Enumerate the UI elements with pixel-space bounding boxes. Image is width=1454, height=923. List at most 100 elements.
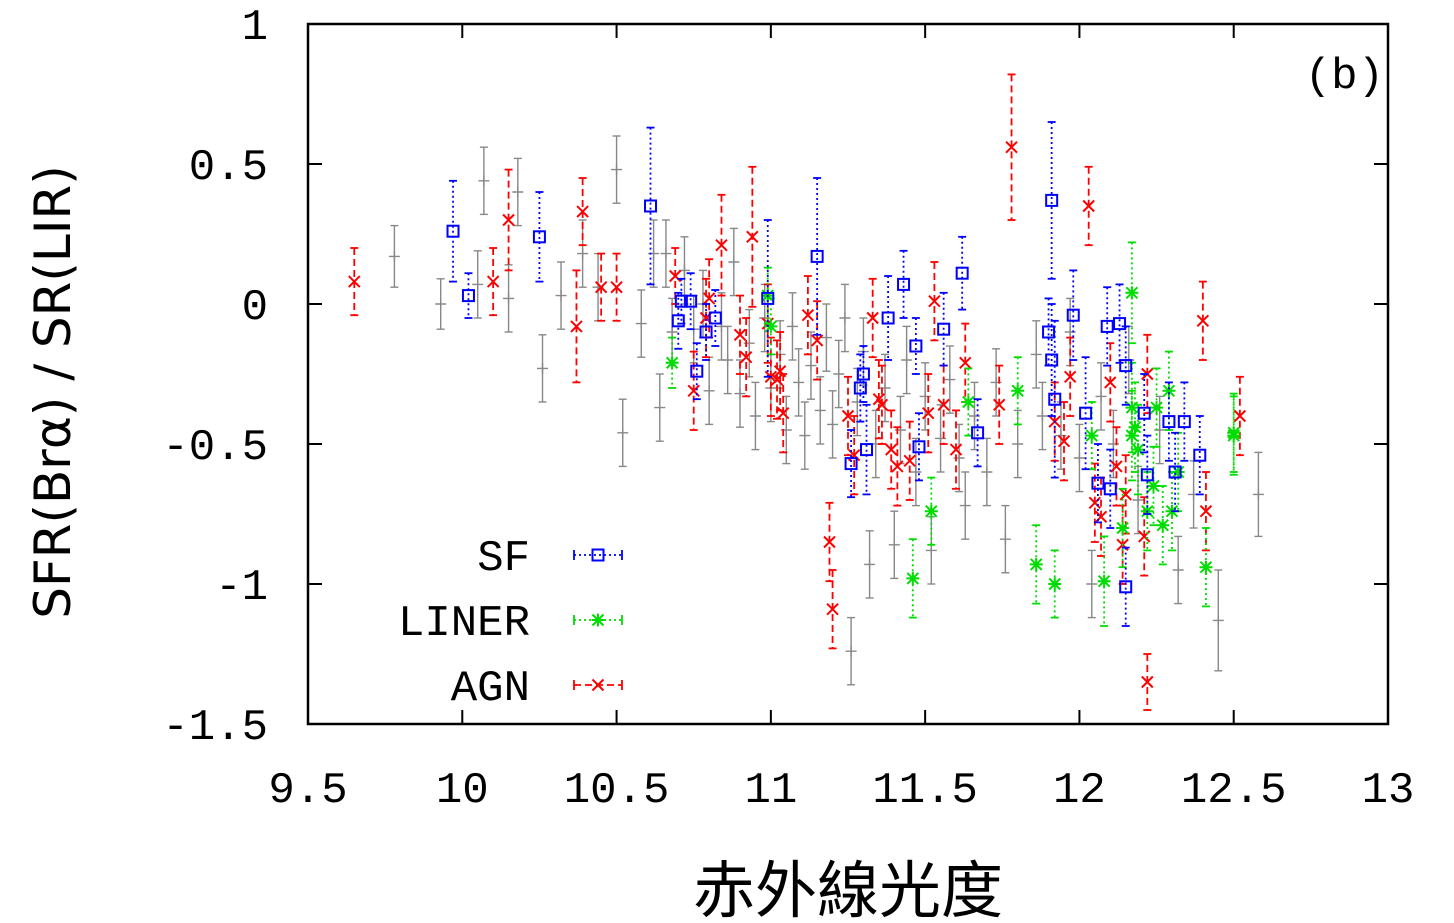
legend-item-agn: AGN: [451, 664, 623, 714]
liner-point: [1150, 367, 1164, 448]
unclassified-point: [1012, 409, 1024, 479]
unclassified-point: [833, 339, 845, 409]
agn-point: [733, 294, 747, 375]
agn-point: [872, 359, 886, 440]
sf-point: [446, 179, 460, 283]
agn-point: [903, 420, 916, 501]
y-tick-label: -1.5: [162, 703, 268, 753]
liner-point: [1011, 356, 1025, 426]
legend-item-liner: LINER: [398, 599, 623, 649]
unclassified-point: [827, 390, 839, 459]
unclassified-point: [512, 157, 524, 227]
unclassified-point: [981, 437, 993, 507]
unclassified-point: [1036, 381, 1048, 451]
agn-point: [928, 261, 941, 342]
x-axis-title: 赤外線光度: [693, 854, 1003, 923]
liner-point: [1125, 389, 1139, 482]
unclassified-point: [555, 261, 567, 330]
liner-point: [1131, 403, 1145, 496]
liner-point: [1171, 431, 1185, 513]
sf-point: [699, 303, 713, 361]
agn-point: [826, 569, 839, 650]
liner-point: [906, 538, 920, 619]
x-tick-label: 13: [1362, 766, 1415, 816]
y-tick-label: -1: [215, 563, 268, 613]
agn-point: [1233, 375, 1247, 457]
sf-point: [461, 272, 475, 319]
plot-frame: [306, 22, 1390, 726]
unclassified-point: [734, 359, 746, 428]
unclassified-point: [959, 471, 971, 540]
sf-point: [671, 291, 685, 350]
agn-point: [823, 501, 836, 583]
agn-point: [884, 409, 898, 490]
agn-point: [746, 165, 759, 308]
liner-point: [961, 367, 975, 437]
x-tick-label: 12: [1053, 766, 1106, 816]
sf-point: [810, 177, 824, 336]
unclassified-point: [888, 510, 900, 580]
agn-point: [1082, 165, 1095, 247]
agn-point: [891, 426, 904, 507]
sf-point: [860, 403, 874, 496]
agn-point: [866, 277, 879, 359]
agn-point: [576, 177, 589, 247]
agn-point: [1057, 401, 1071, 482]
legend: SF LINER AGN: [398, 534, 623, 714]
sf-point: [1045, 121, 1059, 280]
liner-point: [764, 297, 778, 356]
unclassified-point: [537, 334, 549, 403]
unclassified-point: [660, 219, 672, 288]
liner-point: [1116, 487, 1130, 569]
y-tick-label: -0.5: [162, 423, 268, 473]
unclassified-point: [1030, 320, 1042, 389]
liner-point: [924, 476, 938, 546]
unclassified-point: [845, 616, 857, 686]
x-tick-label: 10.5: [564, 766, 670, 816]
y-tick-label: 1: [242, 3, 268, 53]
unclassified-point: [1172, 535, 1184, 605]
unclassified-point: [749, 381, 761, 451]
sf-point: [1162, 381, 1176, 462]
agn-point: [992, 364, 1006, 445]
unclassified-point: [435, 278, 447, 330]
unclassified-point: [728, 227, 740, 297]
sf-point: [853, 353, 867, 423]
agn-point: [770, 339, 784, 420]
sf-point: [955, 235, 969, 311]
agn-point: [801, 275, 815, 356]
unclassified-point: [944, 345, 956, 414]
sf-point: [844, 429, 858, 499]
sf-point: [1113, 283, 1127, 364]
agn-point: [502, 168, 515, 272]
legend-item-sf: SF: [477, 534, 623, 584]
y-tick-label: 0: [242, 283, 268, 333]
unclassified-point: [666, 297, 678, 367]
unclassified-point: [388, 224, 400, 288]
unclassified-point: [703, 356, 715, 426]
agn-point: [1199, 471, 1213, 552]
sf-point: [897, 249, 911, 319]
y-axis-title: SFR(Brα) / SR(LIR): [24, 165, 82, 619]
sf-point: [881, 275, 895, 361]
panel-label: (b): [1305, 52, 1384, 102]
unclassified-point: [999, 504, 1011, 574]
unclassified-point: [925, 516, 937, 585]
sf-point: [708, 289, 722, 347]
agn-point: [715, 193, 728, 297]
sf-point: [684, 272, 698, 331]
unclassified-point: [743, 308, 755, 378]
unclassified-point: [1095, 362, 1107, 431]
sf-point: [1066, 269, 1080, 361]
x-tick-label: 10: [436, 766, 489, 816]
sf-point: [1079, 356, 1093, 471]
unclassified-point: [820, 303, 832, 372]
unclassified-point: [1086, 549, 1098, 619]
unclassified-point: [814, 376, 826, 445]
unclassified-point: [1073, 423, 1085, 493]
liner-point: [1227, 392, 1241, 473]
liner-point: [1156, 485, 1170, 566]
legend-label: SF: [477, 534, 530, 584]
